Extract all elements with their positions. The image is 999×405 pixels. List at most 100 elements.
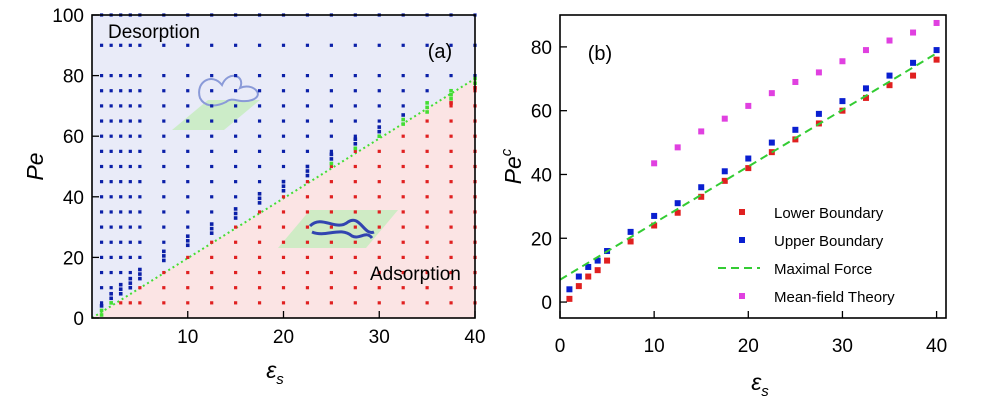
state-point [257, 210, 262, 214]
transition-point [449, 97, 453, 101]
state-point [234, 286, 238, 290]
state-point [109, 164, 113, 169]
state-point [425, 149, 429, 153]
mean-field-theory-point [910, 29, 917, 36]
state-point [234, 301, 238, 305]
mean-field-theory-point [721, 115, 728, 122]
state-point [186, 119, 190, 123]
state-point [257, 164, 262, 169]
y-tick-label: 40 [531, 165, 552, 186]
transition-point [449, 92, 453, 97]
y-tick-label: 20 [63, 248, 84, 269]
transition-point [257, 196, 262, 201]
state-point [425, 225, 429, 229]
state-point [449, 210, 453, 214]
state-point [401, 89, 405, 93]
state-point [119, 180, 123, 184]
state-point [257, 119, 262, 123]
state-point [449, 195, 453, 199]
state-point [138, 164, 142, 169]
state-point [128, 255, 132, 259]
transition-point [99, 313, 104, 317]
mean-field-theory-point [698, 128, 705, 135]
state-point [449, 149, 453, 153]
state-point [353, 195, 357, 199]
state-point [109, 255, 113, 259]
state-point [186, 149, 190, 153]
state-point [425, 210, 429, 214]
state-point [377, 225, 381, 229]
state-point [353, 149, 357, 153]
transition-point [209, 231, 214, 235]
state-point [109, 119, 113, 123]
upper-boundary-point [566, 286, 573, 293]
state-point [425, 134, 429, 138]
state-point [186, 210, 190, 214]
state-point [138, 89, 142, 93]
state-point [377, 149, 381, 153]
panel-a-label: (a) [428, 41, 452, 63]
state-point [353, 74, 357, 78]
state-point [401, 164, 405, 169]
state-point [281, 164, 286, 169]
mean-field-theory-point [839, 58, 846, 65]
state-point [281, 255, 286, 259]
state-point [234, 195, 238, 199]
upper-boundary-point [768, 139, 775, 146]
state-point [99, 286, 104, 290]
state-point [401, 149, 405, 153]
state-point [99, 149, 104, 153]
state-point [162, 210, 166, 214]
y-tick-label: 20 [531, 229, 552, 250]
state-point [138, 286, 142, 290]
state-point [449, 225, 453, 229]
transition-point [109, 296, 113, 301]
state-point [377, 104, 381, 108]
upper-boundary-point [698, 184, 705, 191]
y-tick-label: 0 [541, 293, 552, 314]
legend-entry: Maximal Force [774, 261, 872, 278]
state-point [449, 104, 453, 108]
state-point [186, 89, 190, 93]
state-point [109, 210, 113, 214]
transition-point [425, 105, 429, 110]
upper-boundary-point [839, 98, 846, 105]
transition-point [257, 191, 262, 196]
transition-point [401, 117, 405, 122]
state-point [329, 164, 333, 169]
state-point [281, 119, 286, 123]
state-point [119, 195, 123, 199]
lower-boundary-point [792, 136, 799, 143]
state-point [329, 43, 333, 47]
mean-field-theory-point [651, 160, 658, 167]
state-point [119, 210, 123, 214]
state-point [119, 225, 123, 229]
y-tick-label: 60 [531, 102, 552, 123]
transition-point [233, 211, 238, 216]
state-point [281, 270, 286, 275]
state-point [377, 180, 381, 184]
state-point [257, 89, 262, 93]
mean-field-theory-point [933, 19, 940, 26]
state-point [138, 149, 142, 153]
transition-point [377, 129, 382, 134]
state-point [109, 270, 113, 275]
state-point [210, 74, 214, 78]
state-point [257, 286, 262, 290]
state-point [186, 164, 190, 169]
state-point [449, 119, 453, 123]
upper-boundary-point [745, 155, 752, 162]
mean-field-theory-point [768, 90, 775, 97]
state-point [449, 74, 453, 78]
transition-point [281, 179, 286, 184]
upper-boundary-point [721, 168, 728, 175]
state-point [425, 255, 429, 259]
state-point [353, 43, 357, 47]
state-point [119, 301, 123, 305]
state-point [119, 255, 123, 259]
state-point [377, 210, 381, 214]
y-axis-label: Pe [22, 152, 48, 180]
transition-point [401, 122, 405, 126]
state-point [109, 43, 113, 47]
